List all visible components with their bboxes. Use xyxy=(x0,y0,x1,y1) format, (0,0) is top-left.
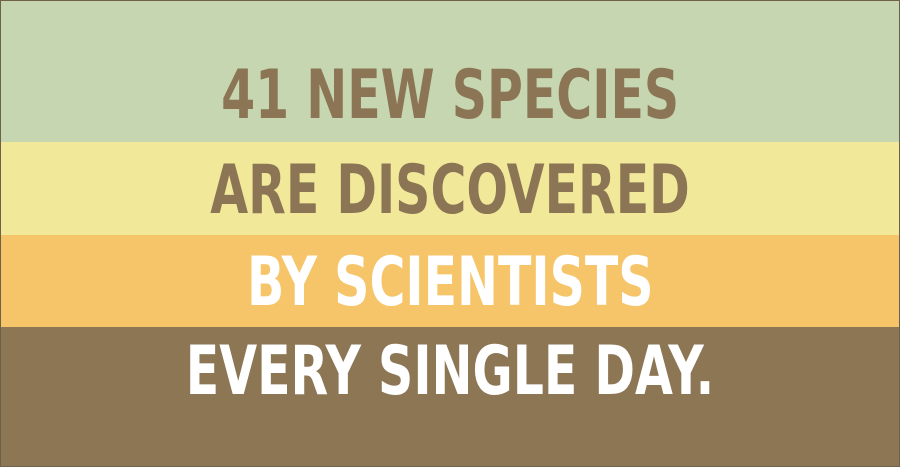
brown-band: EVERY SINGLE DAY. xyxy=(1,327,899,466)
headline-line-4: EVERY SINGLE DAY. xyxy=(185,331,715,411)
green-band: 41 NEW SPECIES xyxy=(1,1,899,142)
orange-band: BY SCIENTISTS xyxy=(1,235,899,327)
headline-line-2: ARE DISCOVERED xyxy=(210,150,690,230)
headline-line-1: 41 NEW SPECIES xyxy=(220,55,680,135)
headline-line-3: BY SCIENTISTS xyxy=(246,243,654,322)
yellow-band: ARE DISCOVERED xyxy=(1,142,899,235)
